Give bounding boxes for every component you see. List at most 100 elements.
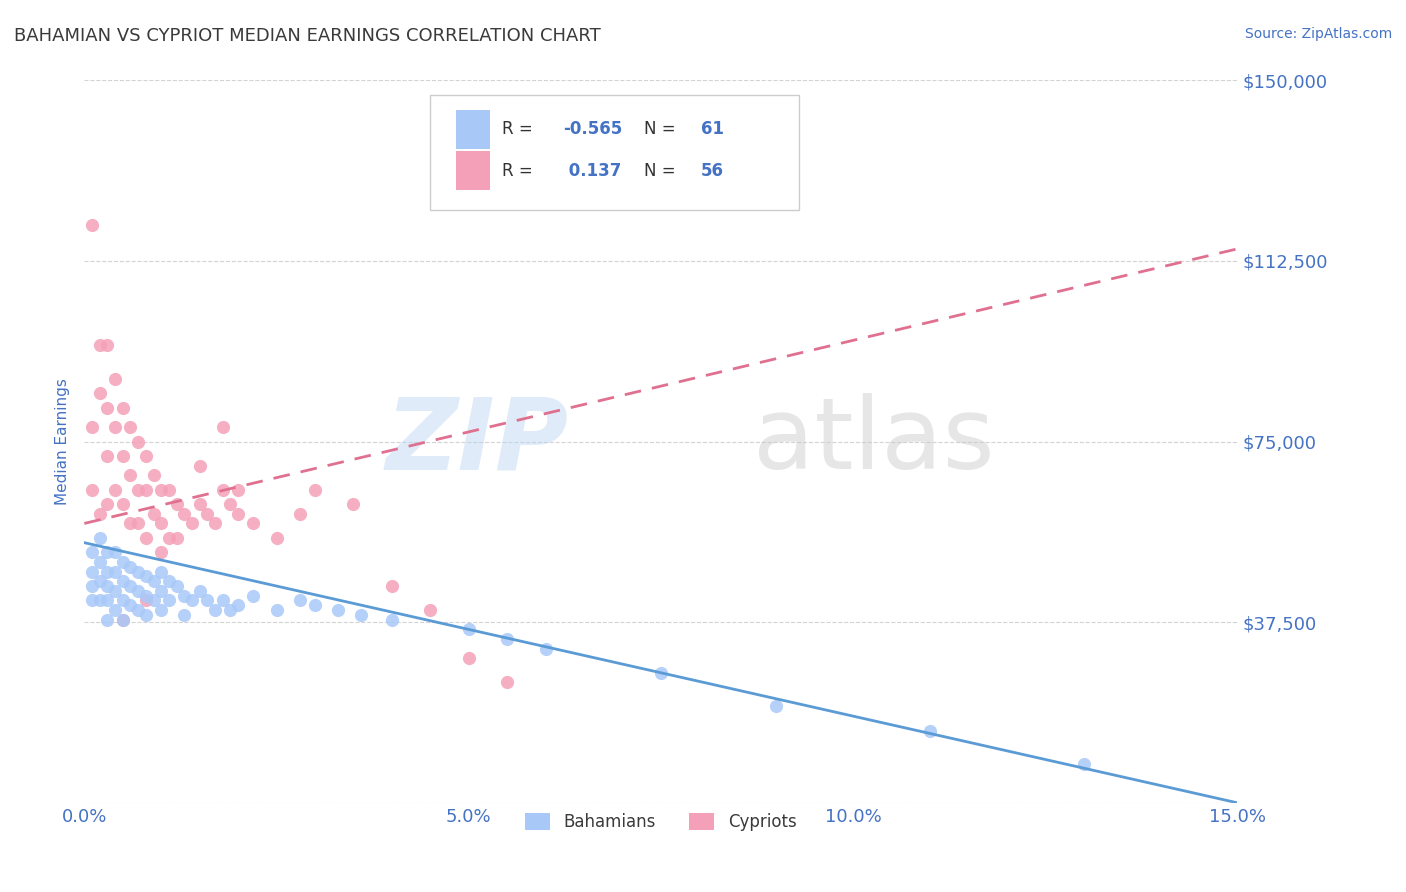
- Point: [111, 449, 134, 463]
- Point: [381, 579, 404, 593]
- Point: [89, 574, 111, 589]
- Point: [534, 641, 557, 656]
- Point: [89, 386, 111, 401]
- Point: [80, 593, 103, 607]
- Point: [650, 665, 672, 680]
- Point: [104, 545, 127, 559]
- Point: [173, 507, 195, 521]
- Point: [204, 603, 226, 617]
- Point: [135, 569, 157, 583]
- Point: [127, 434, 149, 449]
- Point: [150, 545, 173, 559]
- Point: [135, 483, 157, 497]
- Point: [120, 468, 142, 483]
- Point: [80, 579, 103, 593]
- Point: [104, 483, 127, 497]
- Point: [142, 574, 165, 589]
- Point: [918, 723, 941, 738]
- Point: [150, 603, 173, 617]
- Point: [166, 531, 188, 545]
- Point: [120, 579, 142, 593]
- Point: [111, 555, 134, 569]
- Point: [173, 589, 195, 603]
- Point: [96, 497, 118, 511]
- Point: [96, 613, 118, 627]
- Point: [1073, 757, 1095, 772]
- FancyBboxPatch shape: [430, 95, 799, 211]
- Point: [211, 593, 233, 607]
- Point: [266, 603, 288, 617]
- Point: [127, 583, 149, 598]
- Point: [80, 545, 103, 559]
- Text: 0.137: 0.137: [562, 161, 621, 179]
- Point: [457, 623, 479, 637]
- Point: [211, 420, 233, 434]
- Point: [765, 699, 787, 714]
- FancyBboxPatch shape: [456, 151, 491, 191]
- Point: [104, 420, 127, 434]
- Point: [80, 420, 103, 434]
- Point: [120, 420, 142, 434]
- Point: [80, 565, 103, 579]
- Point: [188, 458, 211, 473]
- Point: [142, 593, 165, 607]
- Point: [150, 516, 173, 531]
- Point: [127, 516, 149, 531]
- Point: [80, 218, 103, 232]
- Point: [226, 483, 249, 497]
- Text: BAHAMIAN VS CYPRIOT MEDIAN EARNINGS CORRELATION CHART: BAHAMIAN VS CYPRIOT MEDIAN EARNINGS CORR…: [14, 27, 600, 45]
- FancyBboxPatch shape: [456, 110, 491, 149]
- Point: [135, 593, 157, 607]
- Point: [135, 607, 157, 622]
- Point: [96, 449, 118, 463]
- Point: [89, 555, 111, 569]
- Point: [381, 613, 404, 627]
- Point: [419, 603, 441, 617]
- Point: [111, 401, 134, 415]
- Point: [96, 338, 118, 352]
- Point: [96, 593, 118, 607]
- Text: atlas: atlas: [754, 393, 994, 490]
- Point: [304, 599, 326, 613]
- Point: [188, 497, 211, 511]
- Text: Source: ZipAtlas.com: Source: ZipAtlas.com: [1244, 27, 1392, 41]
- Point: [104, 583, 127, 598]
- Point: [496, 632, 519, 646]
- Point: [496, 675, 519, 690]
- Point: [242, 516, 264, 531]
- Point: [350, 607, 373, 622]
- Point: [96, 579, 118, 593]
- Point: [288, 593, 311, 607]
- Point: [304, 483, 326, 497]
- Point: [326, 603, 349, 617]
- Point: [89, 338, 111, 352]
- Point: [166, 579, 188, 593]
- Point: [127, 603, 149, 617]
- Point: [111, 613, 134, 627]
- Point: [226, 599, 249, 613]
- Text: 56: 56: [702, 161, 724, 179]
- Text: N =: N =: [644, 120, 681, 138]
- Point: [135, 449, 157, 463]
- Point: [135, 531, 157, 545]
- Y-axis label: Median Earnings: Median Earnings: [55, 378, 70, 505]
- Point: [219, 497, 242, 511]
- Text: R =: R =: [502, 120, 537, 138]
- Point: [120, 516, 142, 531]
- Text: -0.565: -0.565: [562, 120, 621, 138]
- Point: [150, 483, 173, 497]
- Point: [104, 372, 127, 386]
- Point: [342, 497, 364, 511]
- Point: [96, 565, 118, 579]
- Point: [188, 583, 211, 598]
- Point: [157, 483, 180, 497]
- Point: [204, 516, 226, 531]
- Point: [150, 565, 173, 579]
- Point: [181, 516, 204, 531]
- Text: N =: N =: [644, 161, 681, 179]
- Point: [181, 593, 204, 607]
- Point: [120, 559, 142, 574]
- Point: [127, 565, 149, 579]
- Point: [104, 603, 127, 617]
- Point: [142, 468, 165, 483]
